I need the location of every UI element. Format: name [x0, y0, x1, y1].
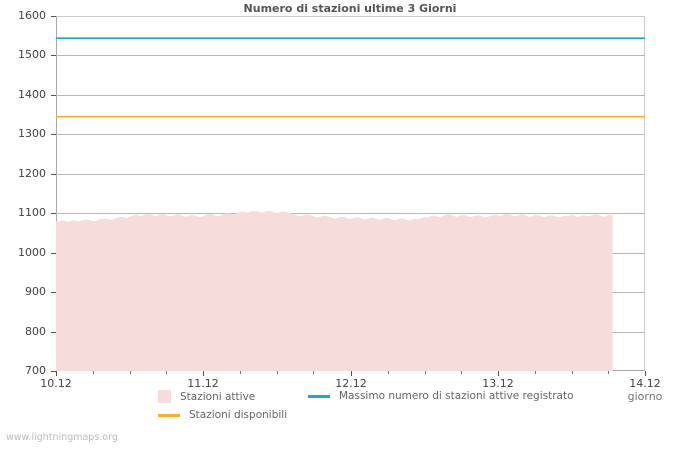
x-tick-label: 10.12	[40, 377, 72, 390]
x-tick-mark	[203, 371, 204, 376]
y-tick-label: 700	[25, 364, 46, 377]
chart-legend: Stazioni attive Massimo numero di stazion…	[56, 390, 645, 430]
legend-swatch-line-icon	[158, 413, 180, 417]
y-tick-label: 1200	[18, 166, 46, 180]
y-gridline	[56, 94, 645, 96]
x-tick-mark	[645, 371, 646, 376]
y-tick-label: 800	[25, 324, 46, 338]
legend-item[interactable]: Massimo numero di stazioni attive regist…	[308, 390, 574, 402]
y-tick-mark	[51, 16, 56, 17]
y-tick-mark	[51, 292, 56, 294]
y-tick-mark	[51, 213, 56, 215]
x-tick-label: 14.12	[629, 377, 661, 390]
x-axis-label: giorno	[627, 390, 663, 403]
legend-item[interactable]: Stazioni disponibili	[158, 409, 287, 421]
y-tick-label: 1500	[18, 48, 46, 62]
y-tick-mark	[51, 173, 56, 175]
y-tick-label: 1300	[18, 127, 46, 141]
y-tick-mark	[51, 134, 56, 136]
x-tick-label: 11.12	[187, 377, 219, 390]
x-tick-minor-mark	[277, 371, 278, 374]
y-tick-mark	[51, 331, 56, 333]
legend-label: Stazioni attive	[180, 390, 256, 403]
x-tick-minor-mark	[572, 371, 573, 374]
x-tick-label: 13.12	[482, 377, 514, 390]
x-tick-minor-mark	[130, 371, 131, 374]
series-area-stazioni-attive	[56, 210, 613, 371]
chart-title: Numero di stazioni ultime 3 Giorni	[243, 2, 457, 15]
y-tick-mark	[51, 55, 56, 57]
plot-area: 700 800 900 1000 1100 1200 1300 1400 1500 1600 10…	[18, 9, 661, 390]
x-tick-mark	[56, 371, 57, 376]
x-tick-mark	[498, 371, 499, 376]
legend-label: Massimo numero di stazioni attive regist…	[339, 390, 574, 402]
y-gridline	[56, 213, 645, 215]
x-tick-minor-mark	[240, 371, 241, 374]
x-tick-minor-mark	[608, 371, 609, 374]
x-tick-minor-mark	[425, 371, 426, 374]
y-tick-label: 900	[25, 285, 46, 299]
y-gridline	[56, 173, 645, 175]
x-tick-minor-mark	[388, 371, 389, 374]
y-tick-mark	[51, 252, 56, 254]
x-tick-label: 12.12	[335, 377, 367, 390]
x-tick-minor-mark	[93, 371, 94, 374]
x-tick-minor-mark	[461, 371, 462, 374]
y-gridline	[56, 134, 645, 136]
y-tick-mark	[51, 371, 56, 372]
x-tick-minor-mark	[313, 371, 314, 374]
legend-swatch-box-icon	[158, 390, 171, 403]
legend-label: Stazioni disponibili	[189, 409, 288, 421]
legend-item[interactable]: Stazioni attive	[158, 390, 255, 403]
x-tick-minor-mark	[535, 371, 536, 374]
watermark: www.lightningmaps.org	[6, 432, 118, 443]
y-tick-label: 1000	[18, 245, 46, 259]
legend-swatch-line-icon	[308, 394, 330, 398]
y-tick-label: 1400	[18, 87, 46, 101]
y-tick-label: 1600	[18, 9, 46, 22]
x-tick-minor-mark	[166, 371, 167, 374]
series-layer	[56, 37, 645, 371]
x-tick-mark	[351, 371, 352, 376]
y-gridline	[56, 55, 645, 57]
y-tick-label: 1100	[18, 206, 46, 220]
y-tick-mark	[51, 94, 56, 96]
